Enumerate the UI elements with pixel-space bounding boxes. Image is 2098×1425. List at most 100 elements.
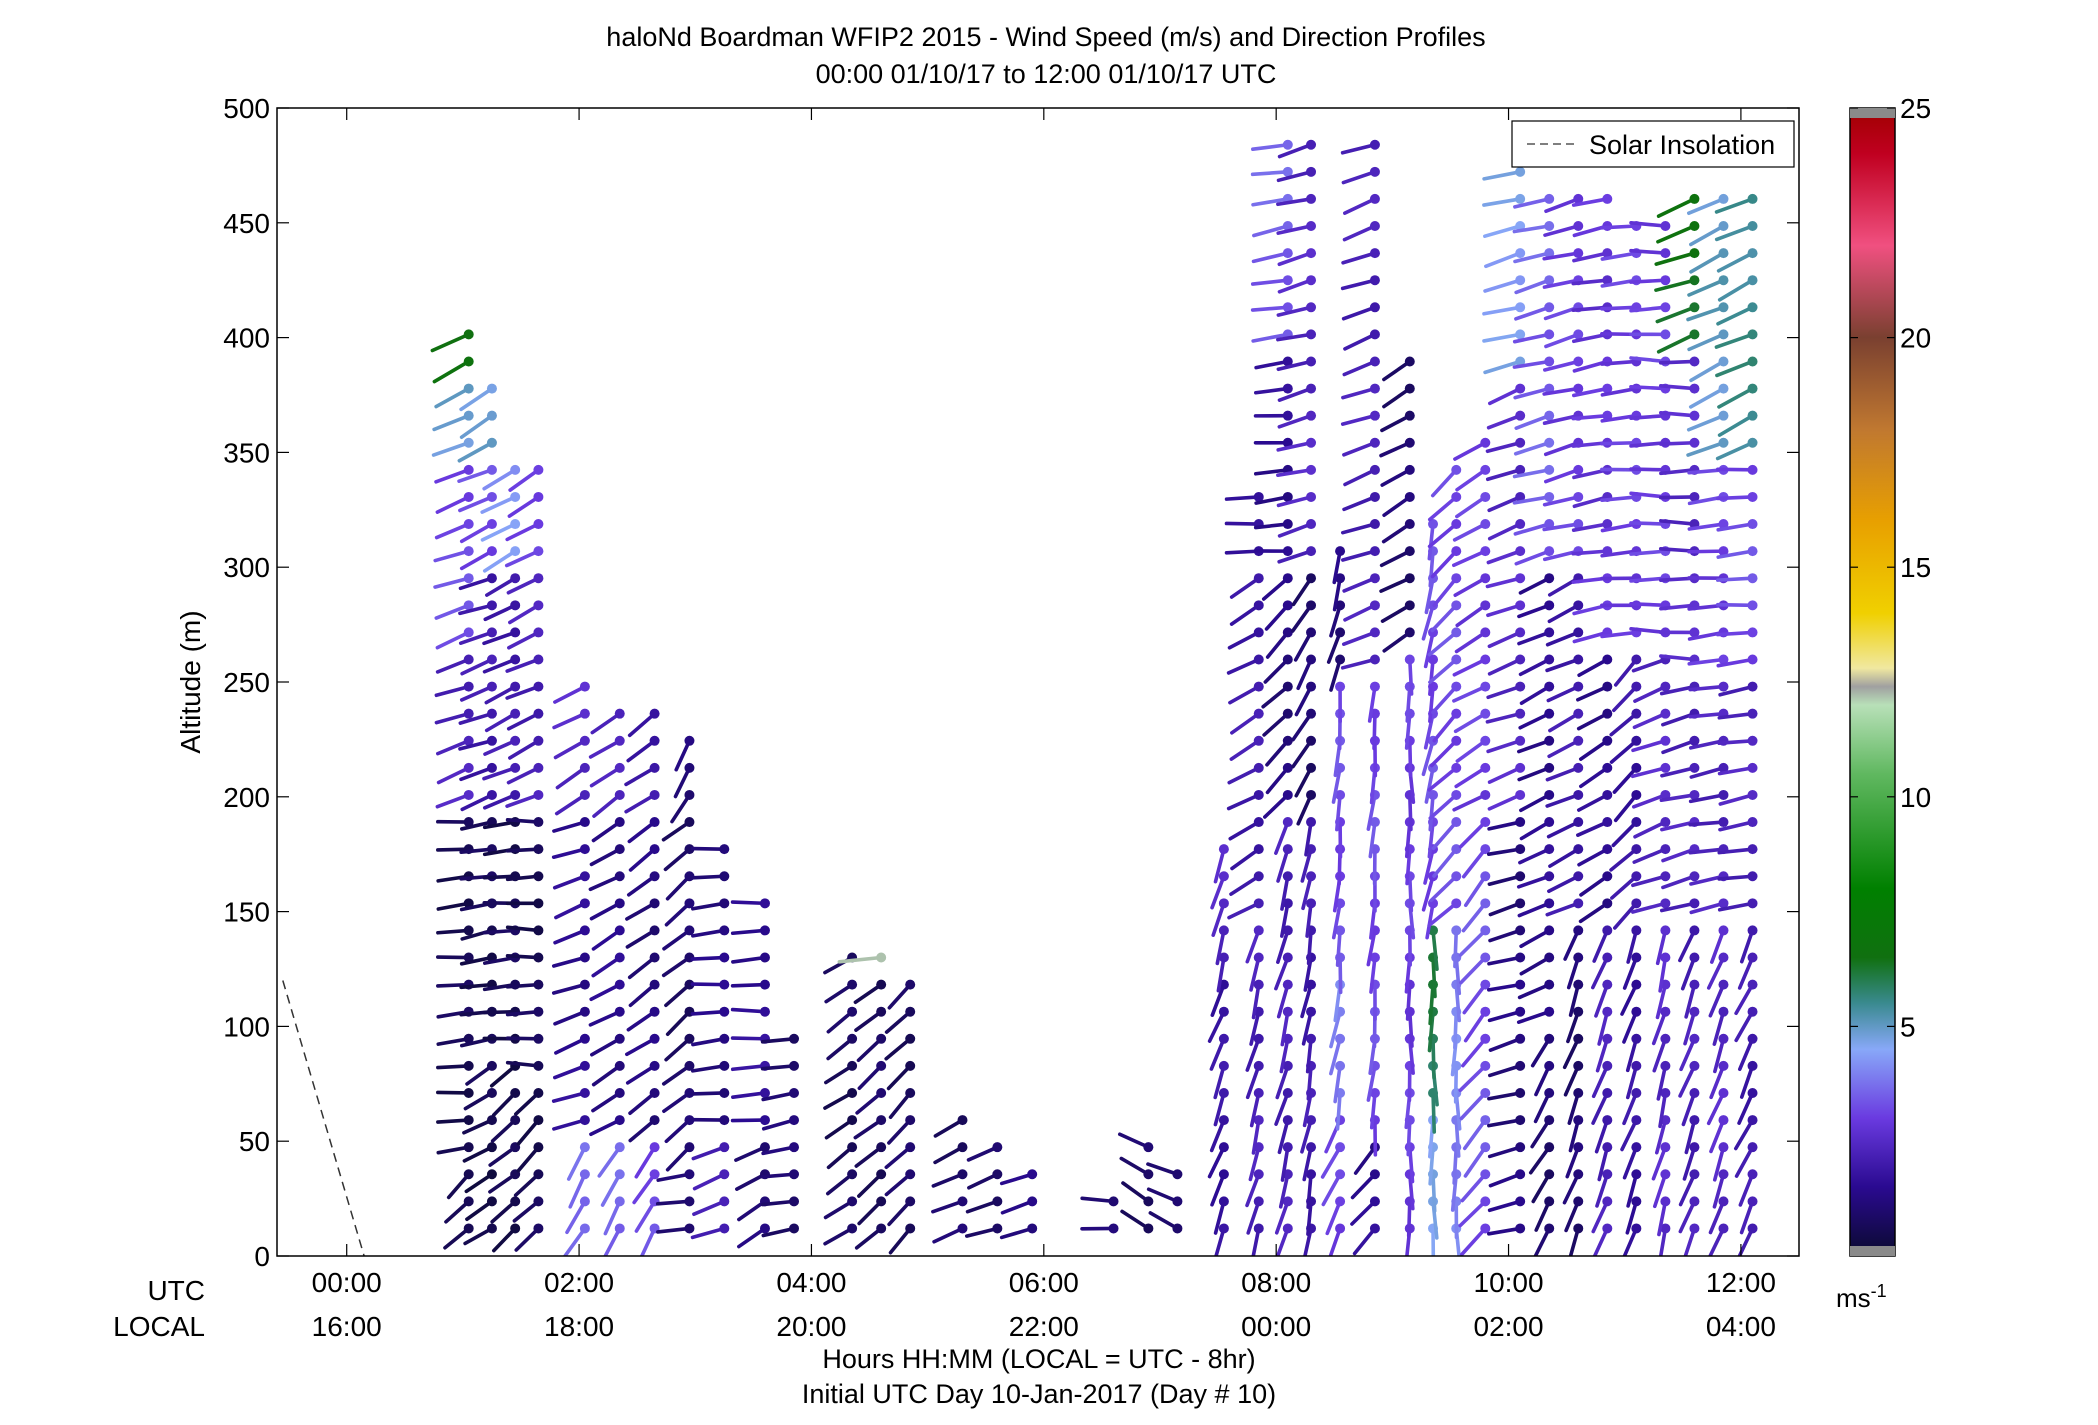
wind-barb-shaft xyxy=(513,1172,541,1197)
wind-barb-shaft xyxy=(1461,901,1488,933)
wind-barb-dot xyxy=(1747,1087,1758,1098)
x-tick-label-local: 16:00 xyxy=(312,1311,382,1342)
wind-barb-shaft xyxy=(1430,603,1459,633)
wind-barb-shaft xyxy=(1533,1091,1552,1124)
wind-barb-dot xyxy=(1480,600,1491,611)
wind-barb-dot xyxy=(1602,898,1613,909)
wind-barb-shaft xyxy=(568,1172,587,1209)
wind-barb-dot xyxy=(1631,654,1642,665)
wind-barb-dot xyxy=(533,1142,544,1153)
wind-barb-dot xyxy=(1515,952,1526,963)
wind-barb-dot xyxy=(533,654,544,665)
wind-barb-shaft xyxy=(1213,847,1226,884)
colorbar-tick-label: 20 xyxy=(1900,323,1931,354)
wind-barb-shaft xyxy=(1622,1009,1639,1044)
wind-barb-shaft xyxy=(1482,305,1522,316)
wind-barb-shaft xyxy=(514,1226,541,1252)
wind-barb-dot xyxy=(1602,383,1613,394)
wind-barb-shaft xyxy=(1655,982,1668,1020)
wind-barb-dot xyxy=(1515,275,1526,286)
wind-barb-dot xyxy=(847,1142,858,1153)
wind-barb-dot xyxy=(510,1223,521,1234)
wind-barb-shaft xyxy=(1518,576,1552,595)
wind-barb-shaft xyxy=(1353,1145,1377,1175)
wind-barb-shaft xyxy=(1629,305,1668,313)
wind-barb-shaft xyxy=(1546,684,1581,703)
wind-barb-shaft xyxy=(1407,874,1414,913)
wind-barb-shaft xyxy=(1229,874,1261,896)
wind-barb-shaft xyxy=(1512,359,1552,369)
wind-barb-dot xyxy=(1515,627,1526,638)
wind-barb-shaft xyxy=(1367,684,1377,723)
wind-barb-shaft xyxy=(1629,356,1668,364)
wind-barb-shaft xyxy=(1455,468,1488,492)
wind-barb-dot xyxy=(1660,1033,1671,1044)
wind-barb-shaft xyxy=(1625,1199,1639,1235)
wind-barb-dot xyxy=(1451,844,1462,855)
wind-barb-dot xyxy=(1718,1223,1729,1234)
wind-barb-dot xyxy=(1631,1142,1642,1153)
wind-barb-dot xyxy=(1689,329,1700,340)
wind-barb-shaft xyxy=(1715,467,1755,472)
wind-barb-dot xyxy=(1689,356,1700,367)
wind-barb-shaft xyxy=(551,955,587,968)
wind-barb-dot xyxy=(1718,925,1729,936)
wind-barb-shaft xyxy=(1487,657,1522,676)
wind-barb-dot xyxy=(649,708,660,719)
wind-barb-shaft xyxy=(1209,1036,1226,1071)
y-tick-label: 450 xyxy=(223,208,270,239)
wind-barb-shaft xyxy=(504,549,541,568)
wind-barb-shaft xyxy=(553,928,587,945)
wind-barb-dot xyxy=(1369,437,1380,448)
wind-barb-dot xyxy=(579,735,590,746)
wind-barb-shaft xyxy=(1350,1172,1377,1200)
wind-barb-shaft xyxy=(1455,738,1488,763)
wind-barb-shaft xyxy=(505,522,541,542)
wind-barb-dot xyxy=(1282,221,1293,232)
wind-barb-shaft xyxy=(823,1226,854,1246)
wind-barb-shaft xyxy=(1488,386,1522,406)
wind-barb-shaft xyxy=(552,711,587,730)
wind-barb-dot xyxy=(463,627,474,638)
wind-barb-shaft xyxy=(1341,630,1377,646)
wind-barb-dot xyxy=(1544,708,1555,719)
wind-barb-shaft xyxy=(1340,142,1377,155)
wind-barb-dot xyxy=(1143,1196,1154,1207)
wind-barb-shaft xyxy=(1276,928,1290,965)
wind-barb-dot xyxy=(1451,627,1462,638)
wind-barb-dot xyxy=(463,546,474,557)
wind-barb-dot xyxy=(1306,356,1317,367)
wind-barb-shaft xyxy=(887,982,912,1010)
wind-barb-shaft xyxy=(1453,1064,1459,1104)
wind-barb-shaft xyxy=(1717,738,1755,746)
wind-barb-shaft xyxy=(1512,495,1552,505)
wind-barb-dot xyxy=(684,844,695,855)
wind-barb-shaft xyxy=(1600,440,1639,446)
wind-barb-dot xyxy=(847,1033,858,1044)
wind-barb-dot xyxy=(1573,193,1584,204)
wind-barb-dot xyxy=(1515,708,1526,719)
wind-barb-shaft xyxy=(1678,1172,1697,1207)
wind-barb-dot xyxy=(510,789,521,800)
wind-barb-shaft xyxy=(588,874,622,892)
wind-barb-dot xyxy=(579,1060,590,1071)
wind-barb-shaft xyxy=(1277,413,1313,429)
wind-barb-shaft xyxy=(1486,847,1522,856)
wind-barb-shaft xyxy=(1600,305,1639,311)
wind-barb-dot xyxy=(1306,248,1317,259)
wind-barb-shaft xyxy=(1228,684,1261,705)
wind-barb-dot xyxy=(579,1223,590,1234)
wind-barb-shaft xyxy=(1547,874,1581,894)
wind-barb-shaft xyxy=(737,1199,767,1222)
wind-barb-dot xyxy=(1253,600,1264,611)
wind-barb-shaft xyxy=(1280,1009,1290,1047)
wind-barb-dot xyxy=(759,1115,770,1126)
wind-barb-shaft xyxy=(1274,1199,1290,1235)
wind-barb-dot xyxy=(992,1223,1003,1234)
wind-barb-dot xyxy=(1253,735,1264,746)
wind-barbs xyxy=(430,139,1758,1256)
wind-barb-dot xyxy=(579,1087,590,1098)
wind-barb-shaft xyxy=(933,1118,965,1138)
wind-barb-dot xyxy=(486,627,497,638)
wind-barb-dot xyxy=(1515,789,1526,800)
